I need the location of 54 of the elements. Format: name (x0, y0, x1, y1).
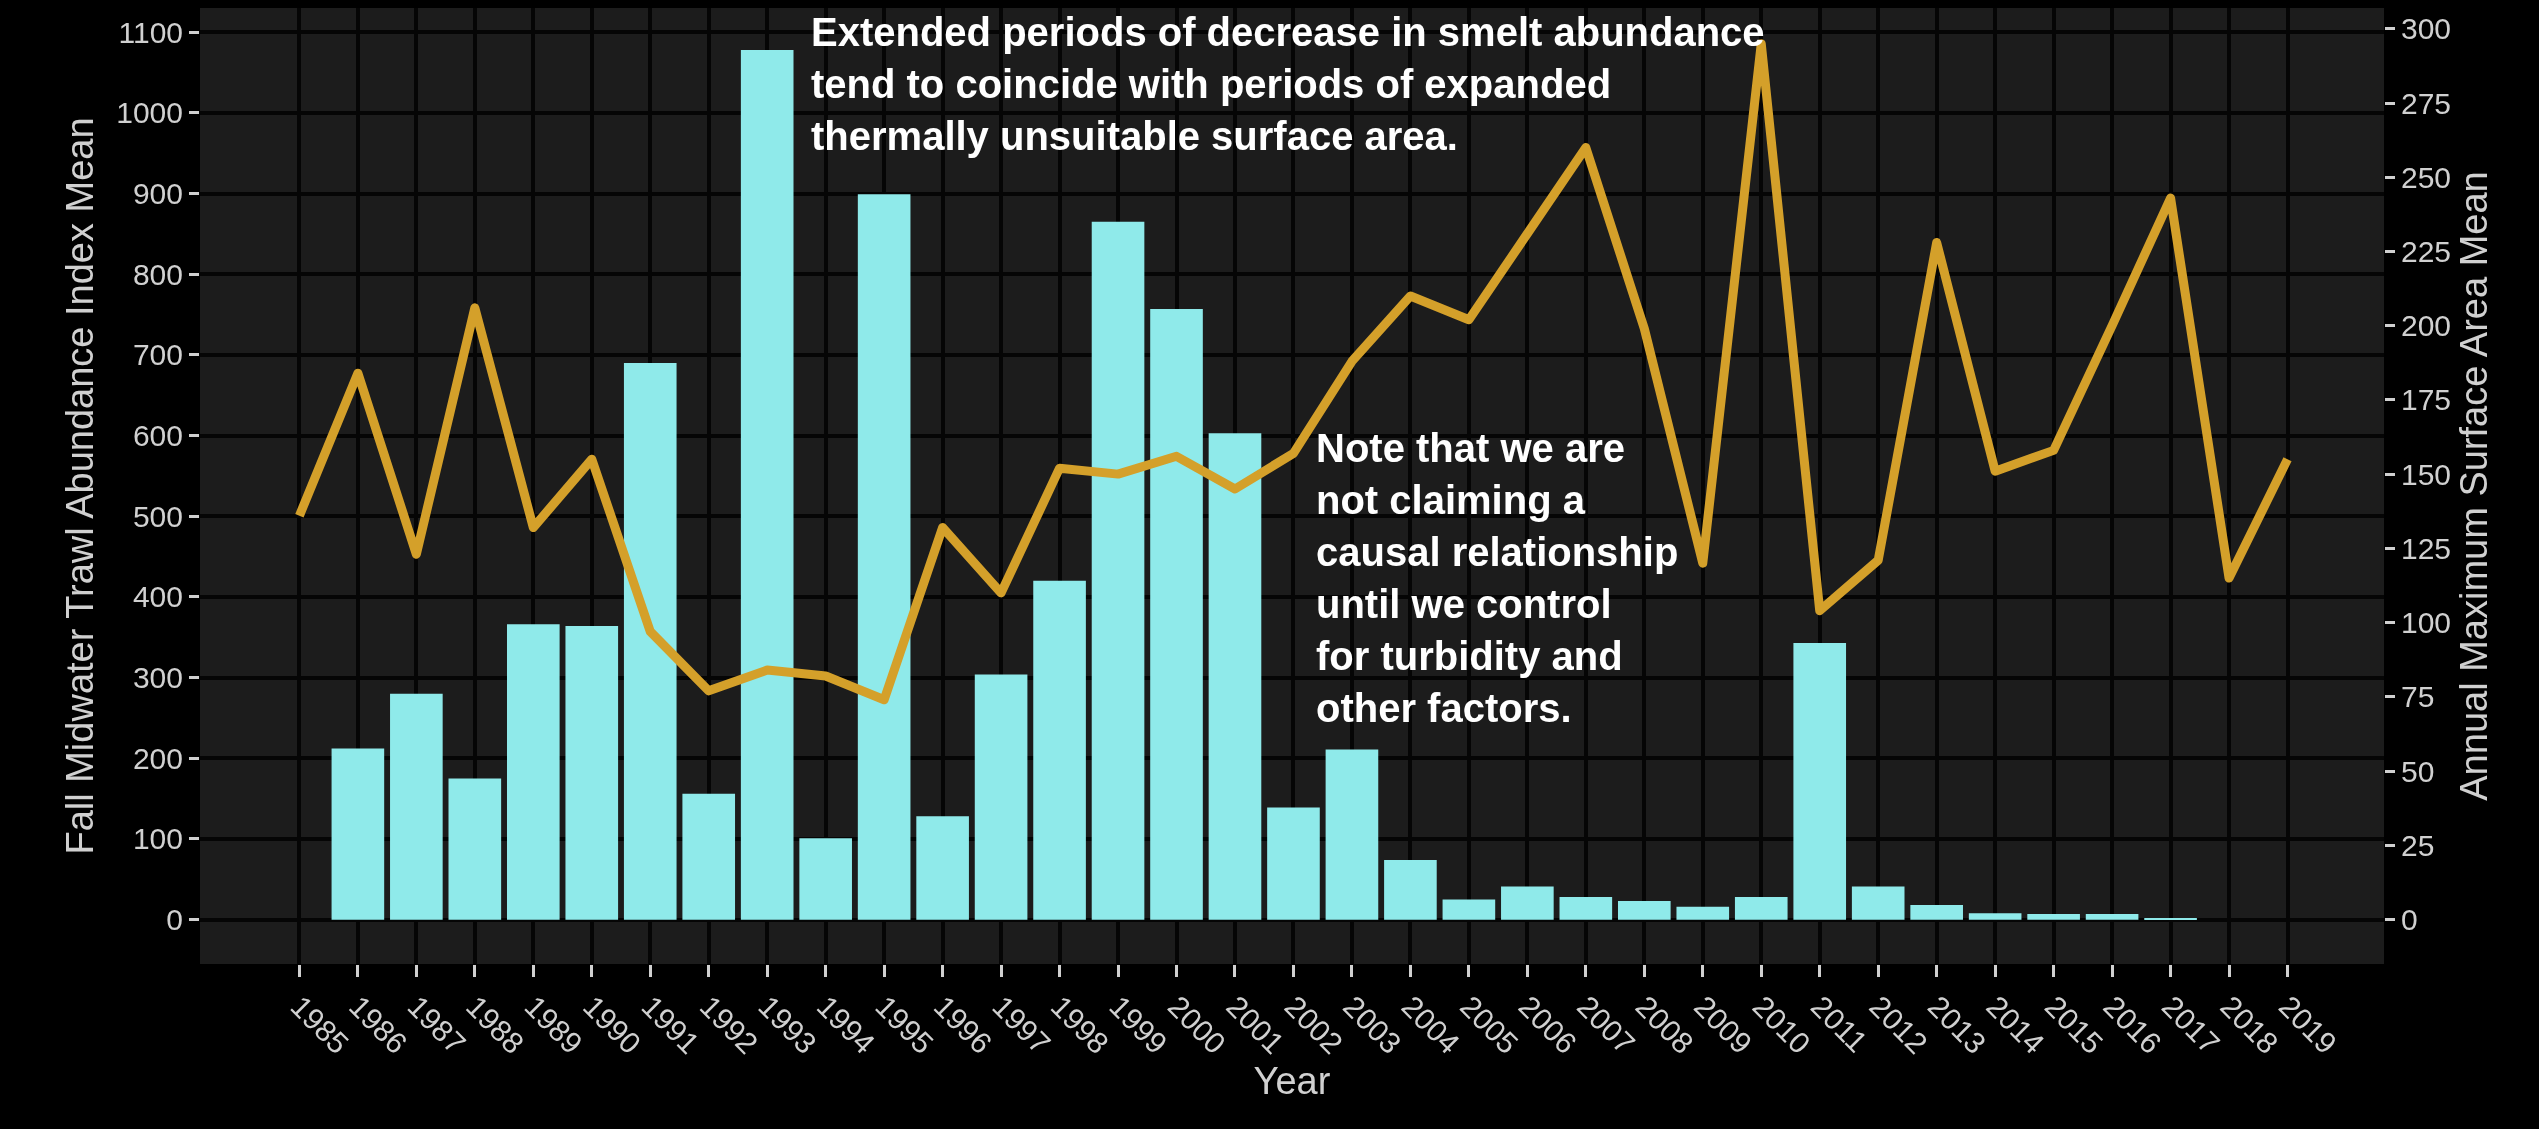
y-tick-label: 600 (132, 419, 183, 453)
bar (331, 748, 385, 920)
y-tick-label: 1000 (116, 96, 183, 130)
y2-tick-label: 100 (2401, 606, 2452, 640)
annotation: Extended periods of decrease in smelt abundance tend to coincide with periods of expanded thermally unsuitable surface area. (811, 10, 1765, 158)
bar (1676, 906, 1730, 920)
bar (2085, 913, 2139, 920)
bar (974, 674, 1028, 920)
y2-tick-label: 250 (2401, 160, 2452, 194)
bar (1442, 899, 1496, 920)
y-tick-label: 700 (132, 338, 183, 372)
y2-tick-label: 300 (2401, 12, 2452, 46)
bar (1793, 642, 1847, 920)
y-tick-label: 800 (132, 257, 183, 291)
bar (682, 793, 736, 920)
bar (1267, 807, 1320, 920)
y-tick-label: 200 (132, 741, 183, 775)
annotation: Note that we are not claiming a causal relationship until we control for turbidity and other factors. (1316, 426, 1679, 730)
y-tick-label: 300 (132, 661, 183, 695)
y2-tick-label: 75 (2401, 680, 2435, 714)
y2-tick-label: 225 (2401, 234, 2452, 268)
y2-tick-label: 200 (2401, 309, 2452, 343)
y2-tick-label: 125 (2401, 531, 2452, 565)
x-axis-title: Year (1253, 1060, 1331, 1103)
y2-axis-title: Annual Maximum Surface Area Mean (2453, 171, 2496, 801)
y-tick-label: 900 (132, 177, 183, 211)
bar (1559, 897, 1613, 920)
y-axis-title: Fall Midwater Trawl Abundance Index Mean (59, 117, 102, 855)
y2-tick-label: 0 (2401, 902, 2418, 936)
bar (1325, 749, 1379, 920)
y2-tick-label: 25 (2401, 828, 2435, 862)
y2-tick-label: 175 (2401, 383, 2452, 417)
y-tick-label: 100 (132, 822, 183, 856)
bar (390, 693, 443, 920)
bar (1501, 886, 1554, 920)
bar (1617, 901, 1671, 920)
y2-tick-label: 275 (2401, 86, 2452, 120)
y-tick-label: 0 (166, 903, 183, 937)
y-tick-label: 1100 (118, 15, 183, 49)
y-tick-label: 400 (132, 580, 183, 614)
bar (506, 624, 560, 920)
y2-tick-label: 50 (2401, 754, 2435, 788)
bar (1384, 859, 1437, 920)
bar (565, 625, 619, 920)
bar (1968, 913, 2022, 920)
bar (448, 778, 502, 920)
bar (2027, 913, 2080, 920)
bar (1851, 886, 1905, 920)
bar (1910, 905, 1963, 920)
y-tick-label: 500 (132, 499, 183, 533)
bar (1734, 897, 1788, 920)
bar (916, 816, 969, 920)
y2-tick-label: 150 (2401, 457, 2452, 491)
bar (799, 838, 852, 920)
